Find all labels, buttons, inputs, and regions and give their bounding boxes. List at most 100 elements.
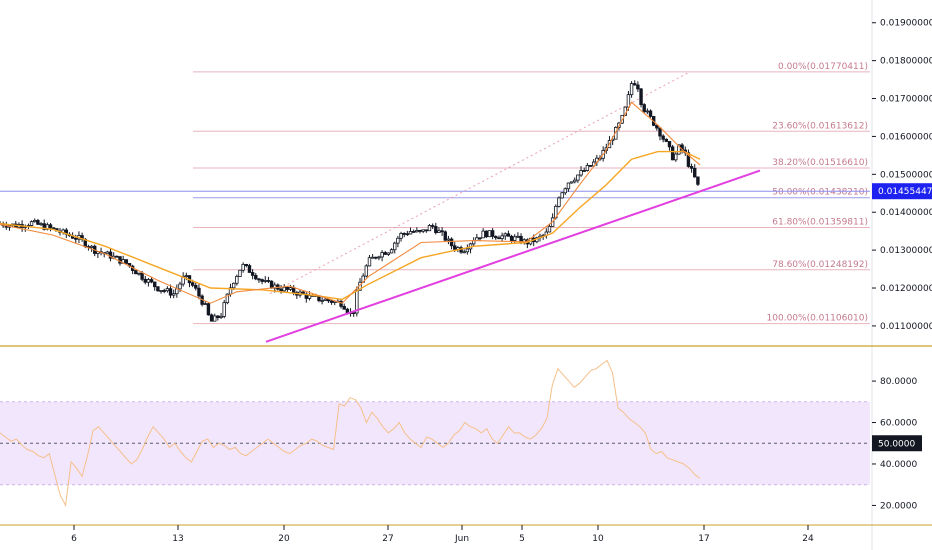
candle-body <box>389 249 394 254</box>
candle-body <box>642 104 646 113</box>
candle-body <box>153 281 157 288</box>
candle-body <box>137 272 141 275</box>
candle-body <box>370 256 375 259</box>
candle-body <box>664 138 669 142</box>
time-axis[interactable]: 6 13 20 27 Jun 5 10 17 24 <box>71 525 814 544</box>
candle-body <box>143 278 147 283</box>
time-tick-label: 17 <box>698 534 709 544</box>
candle-body <box>364 265 369 277</box>
time-tick-label: 27 <box>382 534 393 544</box>
candle-body <box>487 230 492 238</box>
rsi-tick-label: 40.0000 <box>880 460 917 470</box>
candle-body <box>563 188 567 194</box>
candle-body <box>560 192 564 199</box>
candle-body <box>500 235 504 239</box>
candle-body <box>190 282 195 286</box>
candle-body <box>285 286 290 290</box>
candle-body <box>374 256 378 259</box>
candle-body <box>686 152 691 167</box>
candle-body <box>36 220 40 225</box>
rsi-line <box>0 359 701 508</box>
candle-body <box>42 223 46 230</box>
price-tick-label: 0.01800000 <box>880 57 932 67</box>
candle-body <box>216 315 220 318</box>
candle-body <box>134 270 138 275</box>
candle-body <box>222 302 226 317</box>
candle-body <box>408 231 413 235</box>
candle-body <box>386 252 391 255</box>
candle-body <box>320 300 324 302</box>
candle-body <box>181 275 185 285</box>
rsi-midline-label: 50.0000 <box>878 439 915 449</box>
candle-body <box>588 165 593 167</box>
candle-body <box>648 110 653 117</box>
candle-body <box>566 182 571 190</box>
price-tick-label: 0.01400000 <box>880 208 932 218</box>
time-tick-label: 20 <box>278 534 290 544</box>
candle-body <box>484 230 489 238</box>
rsi-midline-tag <box>872 435 922 452</box>
candle-body <box>219 315 223 318</box>
candle-body <box>213 315 217 322</box>
rsi-tick-label: 60.0000 <box>880 419 917 429</box>
candle-body <box>636 84 640 90</box>
candle-body <box>446 238 451 241</box>
candle-body <box>257 278 261 281</box>
candle-body <box>156 286 160 292</box>
candle-body <box>639 88 643 105</box>
candle-body <box>689 166 694 169</box>
fib-anchor-line[interactable] <box>269 71 691 295</box>
candle-body <box>367 257 372 267</box>
rsi-axis[interactable]: 20.0000 40.0000 60.0000 80.0000 50.0000 <box>872 377 922 511</box>
candle-body <box>509 235 514 241</box>
candle-body <box>655 124 659 129</box>
time-tick-label: Jun <box>454 534 469 544</box>
price-tick-label: 0.01600000 <box>880 132 932 142</box>
candle-body <box>440 230 444 233</box>
candle-body <box>573 179 577 183</box>
candle-body <box>33 220 37 223</box>
candle-body <box>449 238 454 247</box>
candle-body <box>115 255 119 258</box>
candle-body <box>626 94 631 108</box>
candle-body <box>569 181 574 184</box>
candle-body <box>288 287 293 290</box>
candle-body <box>629 83 634 96</box>
candle-body <box>497 237 501 240</box>
time-tick-label: 13 <box>172 534 183 544</box>
candle-body <box>402 233 406 235</box>
time-tick-label: 6 <box>71 534 77 544</box>
candle-body <box>74 237 78 240</box>
fibonacci-retracement[interactable]: 0.00%(0.01770411) 23.60%(0.01613612) 38.20… <box>0 62 870 325</box>
candle-body <box>576 174 580 181</box>
candle-body <box>178 283 182 290</box>
moving-averages <box>0 101 701 304</box>
candle-body <box>478 237 482 240</box>
candle-body <box>579 170 583 176</box>
candle-body <box>418 229 422 232</box>
candle-body <box>661 135 665 140</box>
candle-body <box>194 284 198 289</box>
fib-level-label: 38.20%(0.01516610) <box>772 158 868 168</box>
trendline[interactable] <box>265 169 761 343</box>
candle-body <box>307 294 312 299</box>
candle-body <box>263 280 267 282</box>
candle-body <box>339 300 343 307</box>
support-trendline[interactable] <box>265 169 761 343</box>
candle-body <box>171 293 176 296</box>
price-axis[interactable]: 0.01100000 0.01200000 0.01300000 0.01400000… <box>872 19 932 332</box>
candle-body <box>424 229 429 232</box>
rsi-panel <box>0 359 870 508</box>
candle-body <box>48 224 53 229</box>
candle-body <box>582 170 586 172</box>
candle-body <box>462 251 466 254</box>
candle-body <box>633 83 637 86</box>
candle-body <box>124 259 129 264</box>
candle-body <box>247 265 252 273</box>
candle-body <box>345 308 350 314</box>
candle-body <box>377 256 381 259</box>
candle-body <box>658 127 662 137</box>
candle-body <box>39 223 43 226</box>
candle-body <box>667 141 672 148</box>
